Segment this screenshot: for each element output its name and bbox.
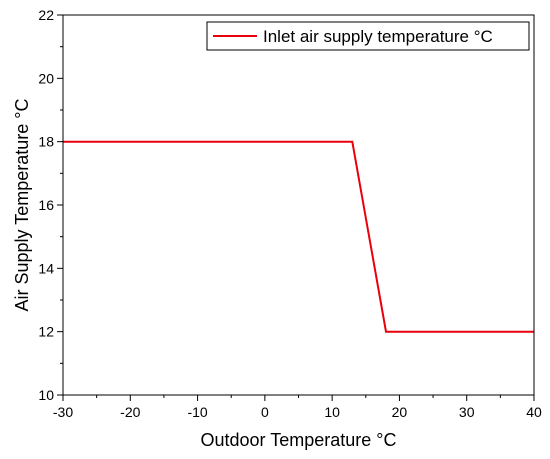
y-tick-label: 12: [38, 324, 54, 340]
axis-ticks: [57, 14, 535, 401]
y-tick-label: 20: [38, 70, 54, 86]
y-tick-label: 16: [38, 197, 54, 213]
legend-label: Inlet air supply temperature °C: [263, 27, 493, 46]
legend: Inlet air supply temperature °C: [206, 21, 530, 51]
x-tick-label: 30: [459, 404, 475, 420]
x-tick-label: 20: [392, 404, 408, 420]
x-tick-label: -10: [187, 404, 207, 420]
x-tick-label: 40: [526, 404, 542, 420]
x-tick-label: 0: [261, 404, 269, 420]
x-tick-label: -30: [53, 404, 73, 420]
series-lines: [63, 140, 534, 333]
tick-labels: -30 -20 -10 0 10 20 30 40 10 12 14 16 18 20 22: [38, 7, 542, 420]
y-tick-label: 18: [38, 134, 54, 150]
legend-box: [206, 21, 530, 51]
y-tick-label: 10: [38, 387, 54, 403]
y-tick-label: 22: [38, 7, 54, 23]
x-tick-label: -20: [120, 404, 140, 420]
plot-frame: [62, 14, 535, 396]
y-tick-label: 14: [38, 260, 54, 276]
y-axis-title: Air Supply Temperature °C: [12, 99, 32, 312]
x-axis-title: Outdoor Temperature °C: [201, 430, 397, 450]
series-line: [63, 140, 534, 333]
x-tick-label: 10: [324, 404, 340, 420]
